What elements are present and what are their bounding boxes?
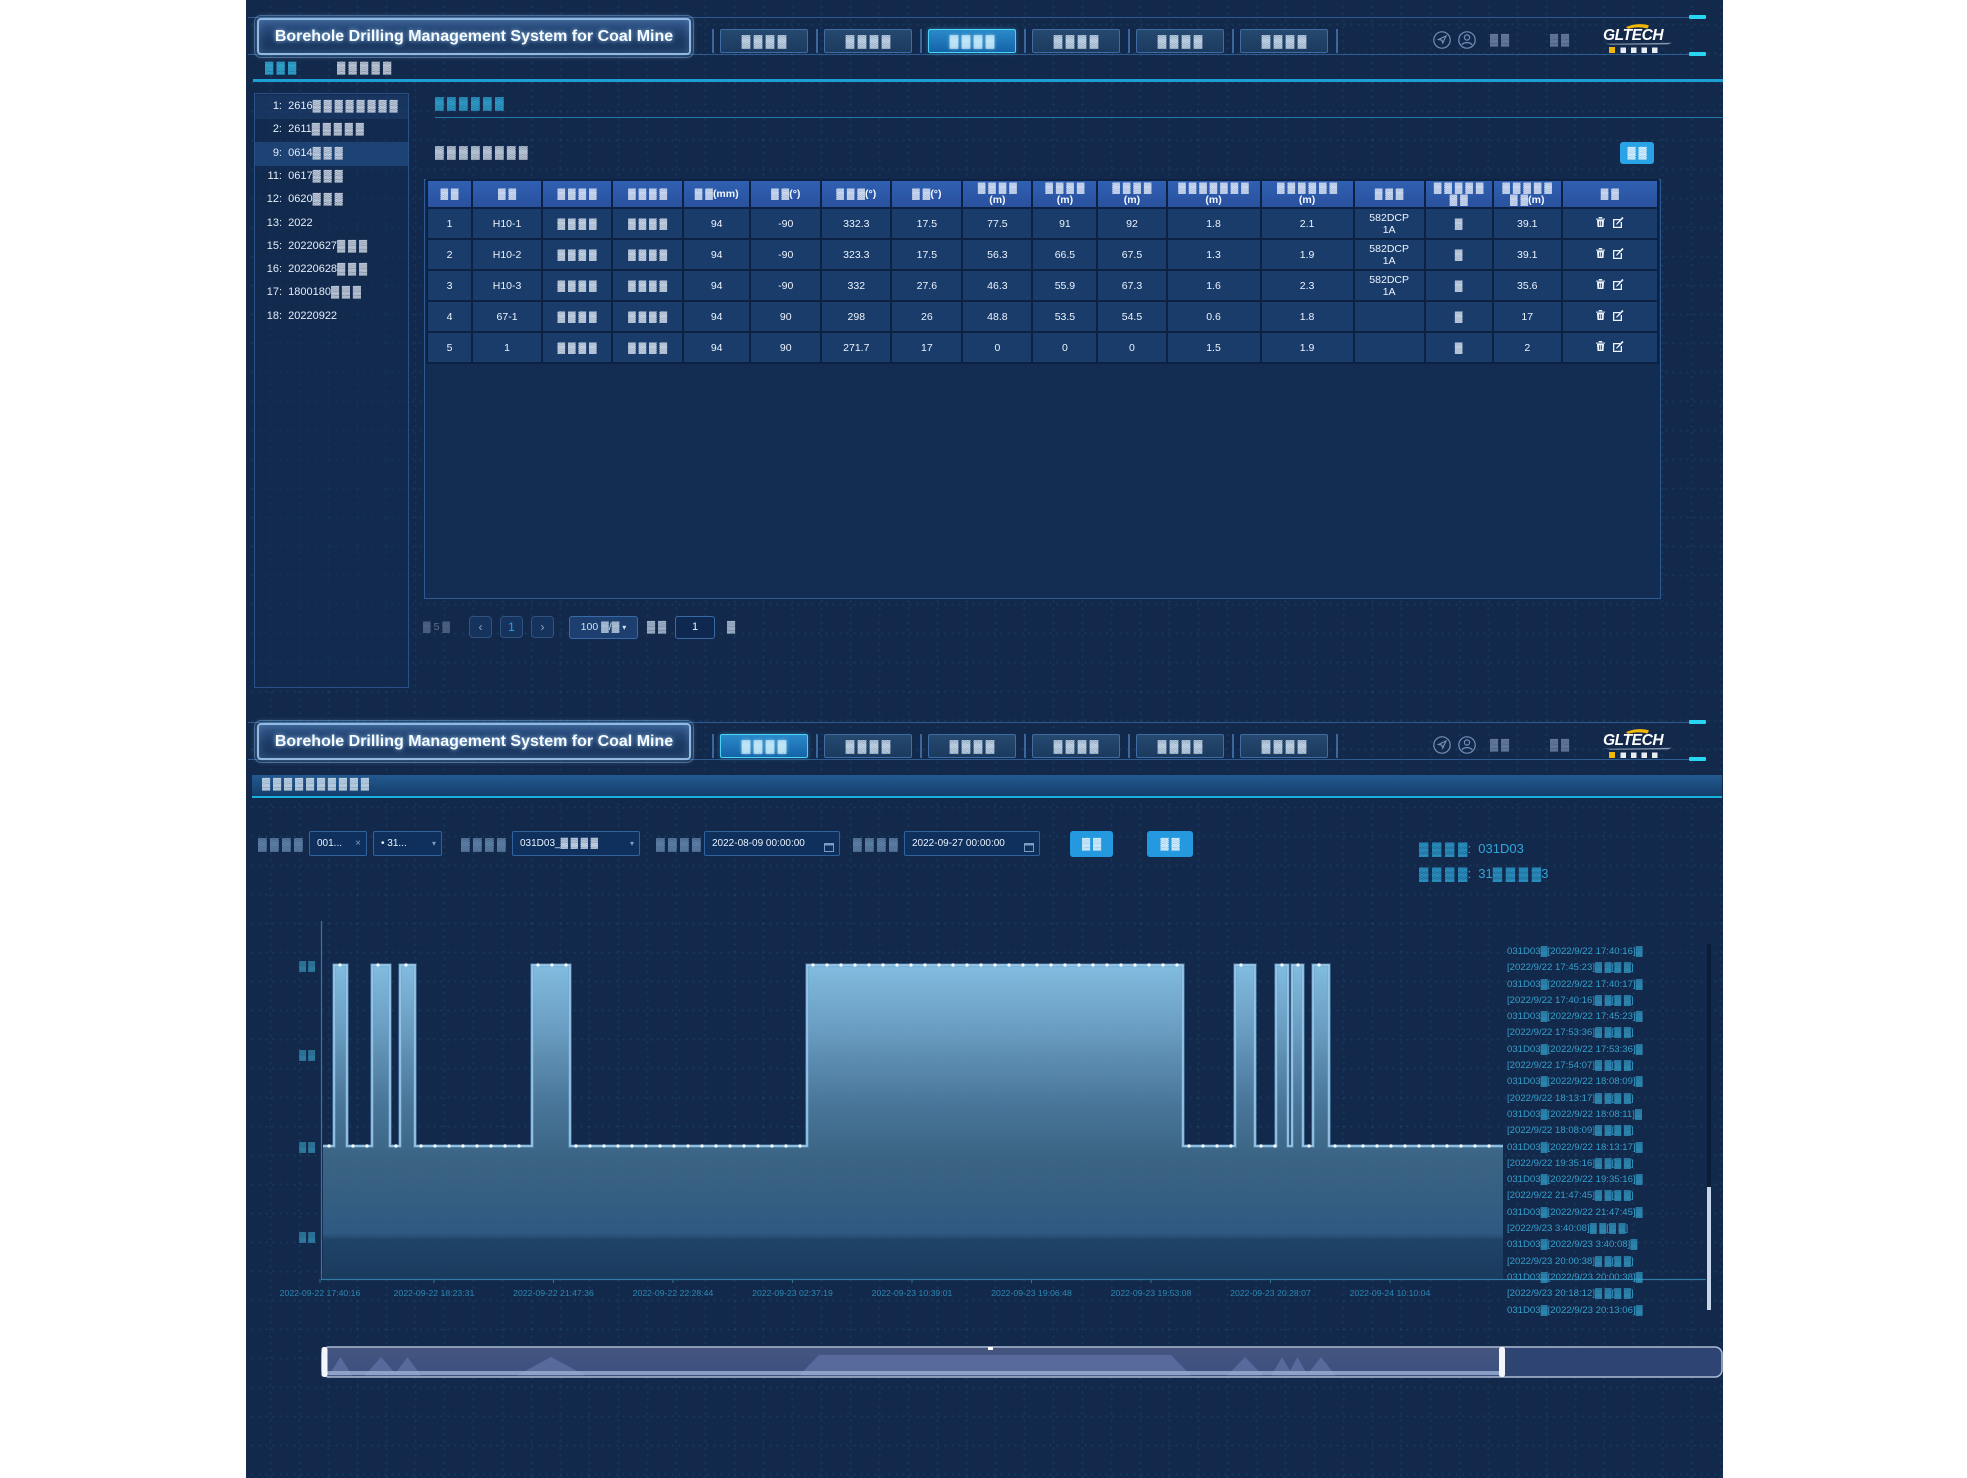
svg-text:2022-09-22 18:23:31: 2022-09-22 18:23:31 <box>394 1288 475 1298</box>
svg-text:▓▓: ▓▓ <box>299 1232 317 1243</box>
svg-text:2022-09-23 02:37:19: 2022-09-23 02:37:19 <box>752 1288 833 1298</box>
svg-text:2022-09-22 17:40:16: 2022-09-22 17:40:16 <box>280 1288 361 1298</box>
svg-text:▓▓: ▓▓ <box>299 961 317 972</box>
svg-text:GLTECH: GLTECH <box>1603 27 1664 44</box>
svg-text:2022-09-24 10:10:04: 2022-09-24 10:10:04 <box>1350 1288 1431 1298</box>
svg-text:GLTECH: GLTECH <box>1603 732 1664 749</box>
svg-text:▓▓: ▓▓ <box>299 1142 317 1153</box>
svg-text:2022-09-23 10:39:01: 2022-09-23 10:39:01 <box>872 1288 953 1298</box>
svg-text:▓▓: ▓▓ <box>299 1050 317 1061</box>
svg-text:2022-09-22 21:47:36: 2022-09-22 21:47:36 <box>513 1288 594 1298</box>
svg-text:2022-09-23 19:06:48: 2022-09-23 19:06:48 <box>991 1288 1072 1298</box>
svg-text:2022-09-22 22:28:44: 2022-09-22 22:28:44 <box>633 1288 714 1298</box>
svg-text:2022-09-23 20:28:07: 2022-09-23 20:28:07 <box>1230 1288 1311 1298</box>
svg-text:2022-09-23 19:53:08: 2022-09-23 19:53:08 <box>1111 1288 1192 1298</box>
